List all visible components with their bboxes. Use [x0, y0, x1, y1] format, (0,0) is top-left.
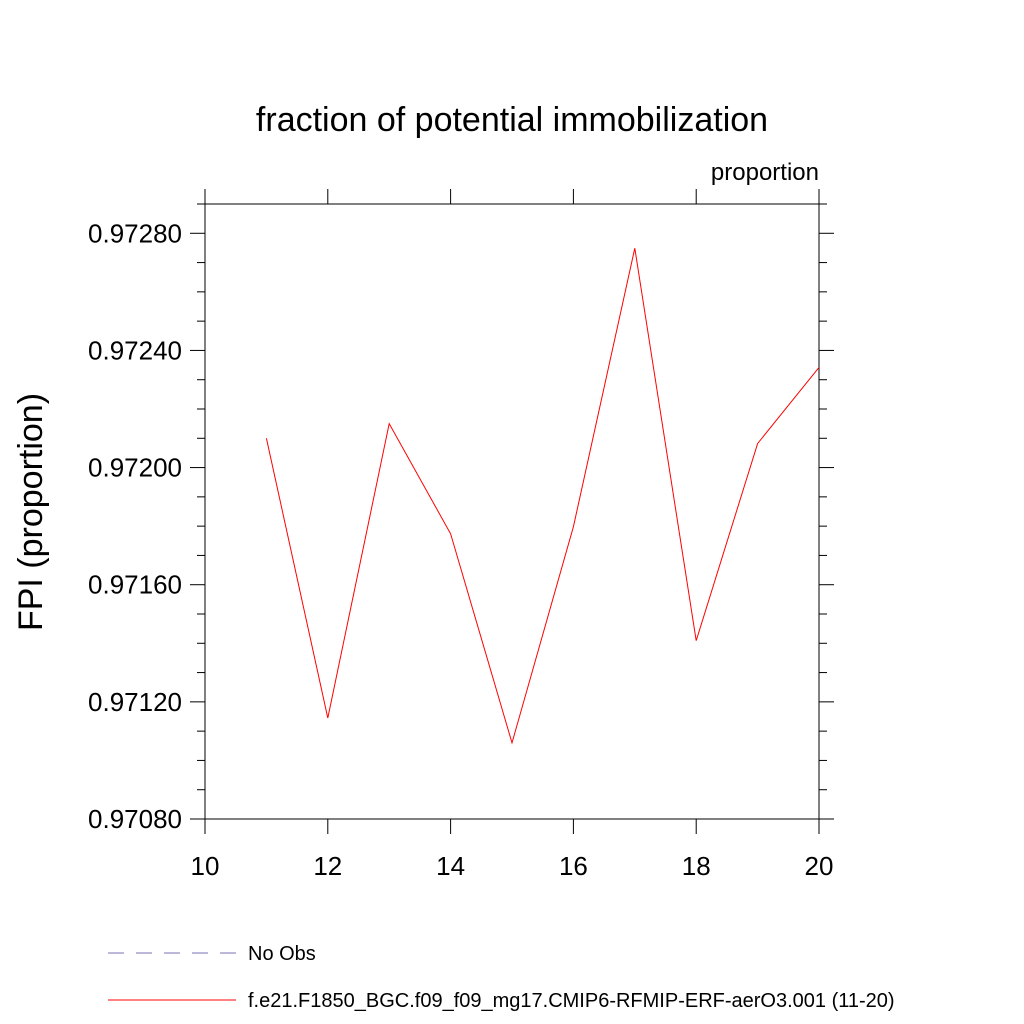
x-tick-label: 12 — [313, 851, 342, 881]
x-tick-label: 16 — [559, 851, 588, 881]
y-tick-label: 0.97080 — [88, 804, 182, 834]
y-axis-label: FPI (proportion) — [12, 393, 50, 631]
y-tick-label: 0.97200 — [88, 453, 182, 483]
data-line — [265, 248, 820, 745]
legend-label: No Obs — [248, 943, 316, 965]
x-tick-label: 10 — [191, 851, 220, 881]
y-tick-label: 0.97280 — [88, 218, 182, 248]
y-tick-label: 0.97120 — [88, 687, 182, 717]
y-tick-label: 0.97240 — [88, 335, 182, 365]
plot-frame — [204, 203, 820, 820]
y-tick-label: 0.97160 — [88, 570, 182, 600]
units-label: proportion — [711, 159, 819, 186]
x-tick-label: 20 — [805, 851, 834, 881]
x-tick-label: 14 — [436, 851, 465, 881]
chart-title: fraction of potential immobilization — [256, 101, 768, 139]
legend-label: f.e21.F1850_BGC.f09_f09_mg17.CMIP6-RFMIP… — [248, 990, 895, 1012]
x-tick-label: 18 — [682, 851, 711, 881]
